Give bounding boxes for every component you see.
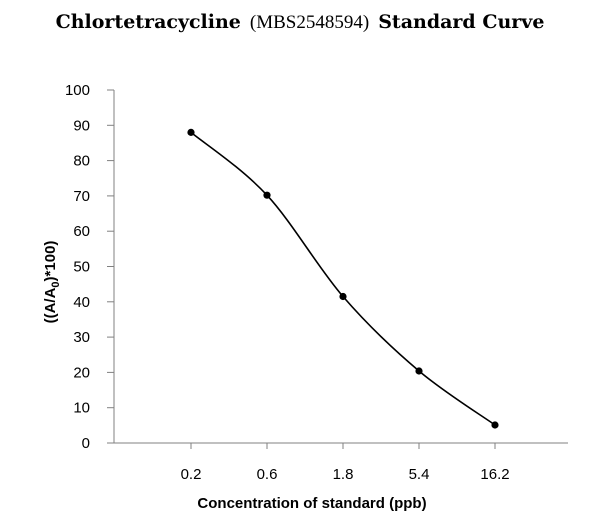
y-tick-label: 30 <box>73 329 90 346</box>
svg-text:((A/A0)*100): ((A/A0)*100) <box>42 241 62 324</box>
y-tick-label: 0 <box>82 435 90 452</box>
chart-title: Chlortetracycline (MBS2548594) Standard … <box>56 11 545 33</box>
y-axis-title-pre: ((A/A <box>42 287 59 323</box>
y-tick-label: 10 <box>73 400 90 417</box>
y-tick-label: 80 <box>73 153 90 170</box>
y-tick-label: 100 <box>65 82 90 99</box>
data-point-0.2 <box>187 128 195 136</box>
y-tick-label: 90 <box>73 117 90 134</box>
chart-title-id: (MBS2548594) <box>250 12 369 33</box>
y-ticks: 0 10 20 30 40 50 60 70 80 90 100 <box>65 82 114 452</box>
y-tick-label: 70 <box>73 188 90 205</box>
y-tick-label: 60 <box>73 223 90 240</box>
data-point-1.8 <box>339 292 347 301</box>
x-tick-label: 0.6 <box>257 466 278 483</box>
chart-title-name: Chlortetracycline <box>56 11 241 33</box>
data-points <box>187 128 499 429</box>
y-tick-label: 50 <box>73 259 90 276</box>
data-point-16.2 <box>491 421 499 429</box>
x-tick-label: 0.2 <box>181 466 202 483</box>
x-ticks: 0.2 0.6 1.8 5.4 16.2 <box>181 443 510 483</box>
x-axis-title: Concentration of standard (ppb) <box>197 495 426 512</box>
x-tick-label: 5.4 <box>409 466 430 483</box>
x-tick-label: 1.8 <box>333 466 354 483</box>
data-point-5.4 <box>415 367 423 375</box>
data-point-0.6 <box>263 191 271 199</box>
y-tick-label: 40 <box>73 294 90 311</box>
y-axis-title-sub: 0 <box>50 281 62 287</box>
y-axis-title-post: )*100) <box>42 241 59 282</box>
series-line-standard <box>190 131 496 426</box>
y-tick-label: 20 <box>73 364 90 381</box>
y-axis-title: ((A/A0)*100) <box>42 241 62 324</box>
chart-title-suffix: Standard Curve <box>378 11 544 33</box>
x-tick-label: 16.2 <box>480 466 509 483</box>
